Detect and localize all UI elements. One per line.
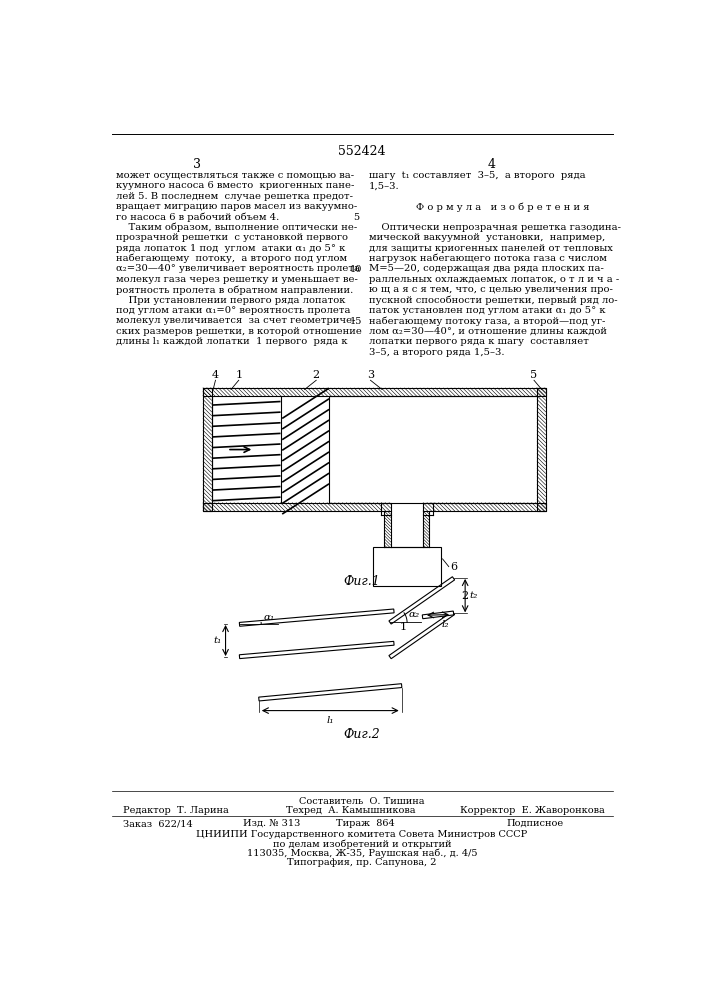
Text: пускной способности решетки, первый ряд ло-: пускной способности решетки, первый ряд …: [369, 296, 617, 305]
Polygon shape: [389, 611, 455, 659]
Bar: [203, 503, 391, 511]
Bar: [203, 388, 546, 396]
Text: нагрузок набегающего потока газа с числом: нагрузок набегающего потока газа с число…: [369, 254, 607, 263]
Polygon shape: [259, 684, 402, 701]
Text: лопатки первого ряда к шагу  составляет: лопатки первого ряда к шагу составляет: [369, 337, 589, 346]
Text: Изд. № 313: Изд. № 313: [243, 819, 300, 828]
Text: 4: 4: [212, 370, 219, 380]
Text: 5: 5: [530, 370, 537, 380]
Text: 4: 4: [487, 158, 496, 172]
Text: может осуществляться также с помощью ва-: может осуществляться также с помощью ва-: [115, 171, 354, 180]
Polygon shape: [240, 609, 394, 626]
Text: α₂: α₂: [409, 610, 420, 619]
Polygon shape: [422, 611, 454, 619]
Polygon shape: [240, 641, 394, 659]
Text: α₁: α₁: [264, 613, 274, 622]
Text: 2: 2: [461, 591, 469, 601]
Text: ряда лопаток 1 под  углом  атаки α₁ до 5° к: ряда лопаток 1 под углом атаки α₁ до 5° …: [115, 244, 345, 253]
Text: Оптически непрозрачная решетка газодина-: Оптически непрозрачная решетка газодина-: [369, 223, 621, 232]
Text: 552424: 552424: [338, 145, 386, 158]
Bar: [537, 388, 546, 511]
Text: ЦНИИПИ Государственного комитета Совета Министров СССР: ЦНИИПИ Государственного комитета Совета …: [197, 830, 527, 839]
Text: Фиг.1: Фиг.1: [344, 575, 380, 588]
Text: 3: 3: [193, 158, 201, 172]
Text: роятность пролета в обратном направлении.: роятность пролета в обратном направлении…: [115, 285, 353, 295]
Text: шагу  t₁ составляет  3–5,  а второго  ряда: шагу t₁ составляет 3–5, а второго ряда: [369, 171, 585, 180]
Text: α₂=30—40° увеличивает вероятность пролета: α₂=30—40° увеличивает вероятность пролет…: [115, 264, 359, 273]
Text: 1,5–3.: 1,5–3.: [369, 181, 399, 190]
Text: Редактор  Т. Ларина: Редактор Т. Ларина: [123, 806, 229, 815]
Text: лей 5. В последнем  случае решетка предот-: лей 5. В последнем случае решетка предот…: [115, 192, 353, 201]
Text: Типография, пр. Сапунова, 2: Типография, пр. Сапунова, 2: [287, 858, 437, 867]
Text: молекул увеличивается  за счет геометриче-: молекул увеличивается за счет геометриче…: [115, 316, 355, 325]
Text: лом α₂=30—40°, и отношение длины каждой: лом α₂=30—40°, и отношение длины каждой: [369, 327, 607, 336]
Text: 3: 3: [367, 370, 374, 380]
Text: 1: 1: [235, 370, 243, 380]
Text: 3–5, а второго ряда 1,5–3.: 3–5, а второго ряда 1,5–3.: [369, 348, 504, 357]
Text: Фиг.2: Фиг.2: [344, 728, 380, 741]
Text: мической вакуумной  установки,  например,: мической вакуумной установки, например,: [369, 233, 605, 242]
Text: Корректор  Е. Жаворонкова: Корректор Е. Жаворонкова: [460, 806, 605, 815]
Text: вращает миграцию паров масел из вакуумно-: вращает миграцию паров масел из вакуумно…: [115, 202, 357, 211]
Text: l₁: l₁: [327, 716, 334, 725]
Polygon shape: [389, 577, 455, 624]
Text: ю щ а я с я тем, что, с целью увеличения про-: ю щ а я с я тем, что, с целью увеличения…: [369, 285, 613, 294]
Text: При установлении первого ряда лопаток: При установлении первого ряда лопаток: [115, 296, 345, 305]
Text: 2: 2: [312, 370, 320, 380]
Text: Подписное: Подписное: [507, 819, 564, 828]
Bar: [373, 547, 441, 586]
Text: го насоса 6 в рабочий объем 4.: го насоса 6 в рабочий объем 4.: [115, 212, 279, 222]
Text: Тираж  864: Тираж 864: [337, 819, 395, 828]
Bar: [423, 503, 546, 511]
Text: 1: 1: [400, 622, 407, 632]
Text: l₂: l₂: [442, 620, 450, 629]
Bar: [203, 388, 211, 511]
Text: t₁: t₁: [214, 636, 222, 645]
Text: набегающему потоку газа, а второй—под уг-: набегающему потоку газа, а второй—под уг…: [369, 316, 605, 326]
Text: Техред  А. Камышникова: Техред А. Камышникова: [286, 806, 416, 815]
Text: набегающему  потоку,  а второго под углом: набегающему потоку, а второго под углом: [115, 254, 346, 263]
Text: раллельных охлаждаемых лопаток, о т л и ч а -: раллельных охлаждаемых лопаток, о т л и …: [369, 275, 619, 284]
Text: 15: 15: [349, 317, 362, 326]
Text: длины l₁ каждой лопатки  1 первого  ряда к: длины l₁ каждой лопатки 1 первого ряда к: [115, 337, 347, 346]
Text: Таким образом, выполнение оптически не-: Таким образом, выполнение оптически не-: [115, 223, 357, 232]
Text: по делам изобретений и открытий: по делам изобретений и открытий: [273, 839, 451, 849]
Text: Ф о р м у л а   и з о б р е т е н и я: Ф о р м у л а и з о б р е т е н и я: [369, 202, 590, 212]
Text: Заказ  622/14: Заказ 622/14: [123, 819, 193, 828]
Text: куумного насоса 6 вместо  криогенных пане-: куумного насоса 6 вместо криогенных пане…: [115, 181, 354, 190]
Text: паток установлен под углом атаки α₁ до 5° к: паток установлен под углом атаки α₁ до 5…: [369, 306, 606, 315]
Text: для защиты криогенных панелей от тепловых: для защиты криогенных панелей от тепловы…: [369, 244, 613, 253]
Text: t₂: t₂: [469, 591, 477, 600]
Text: молекул газа через решетку и уменьшает ве-: молекул газа через решетку и уменьшает в…: [115, 275, 357, 284]
Text: 5: 5: [353, 213, 359, 222]
Text: под углом атаки α₁=0° вероятность пролета: под углом атаки α₁=0° вероятность пролет…: [115, 306, 350, 315]
Text: Составитель  О. Тишина: Составитель О. Тишина: [299, 797, 425, 806]
Text: 113035, Москва, Ж-35, Раушская наб., д. 4/5: 113035, Москва, Ж-35, Раушская наб., д. …: [247, 848, 477, 858]
Text: 6: 6: [450, 562, 457, 572]
Text: M=5—20, содержащая два ряда плоских па-: M=5—20, содержащая два ряда плоских па-: [369, 264, 604, 273]
Text: прозрачной решетки  с установкой первого: прозрачной решетки с установкой первого: [115, 233, 348, 242]
Text: ских размеров решетки, в которой отношение: ских размеров решетки, в которой отношен…: [115, 327, 361, 336]
Text: 10: 10: [349, 265, 362, 274]
